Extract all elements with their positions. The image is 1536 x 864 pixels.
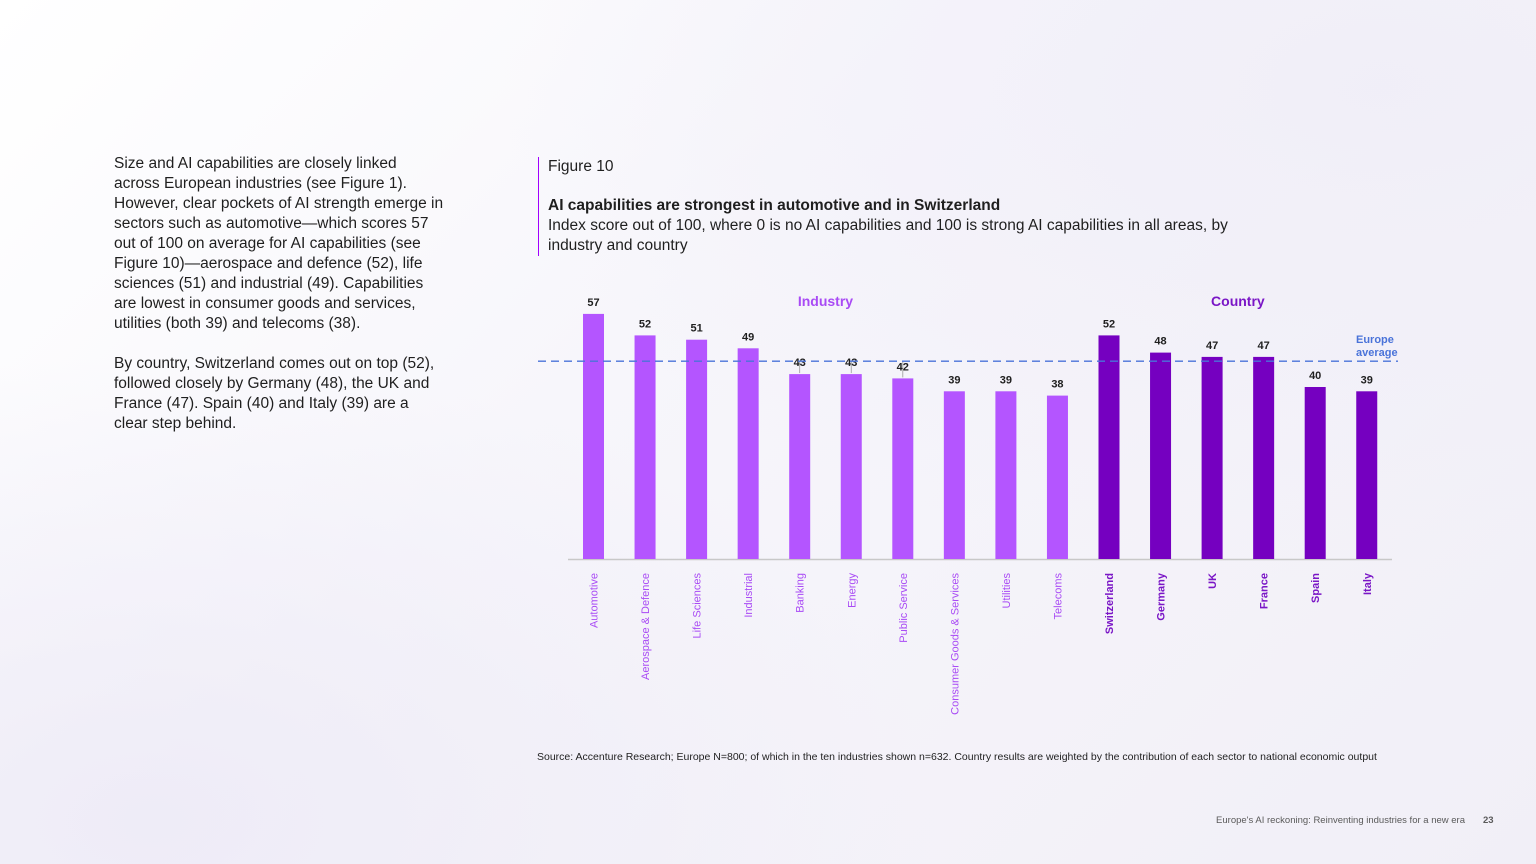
category-label: Energy bbox=[846, 573, 858, 608]
footer-page-number: 23 bbox=[1483, 815, 1494, 826]
category-label: UK bbox=[1207, 573, 1219, 589]
figure-title: AI capabilities are strongest in automot… bbox=[548, 197, 1001, 214]
bar bbox=[1150, 352, 1172, 559]
bar bbox=[686, 339, 708, 559]
category-label: Spain bbox=[1310, 573, 1322, 603]
bar bbox=[1356, 391, 1378, 559]
value-label: 47 bbox=[1206, 340, 1218, 352]
body-paragraph-1: Size and AI capabilities are closely lin… bbox=[114, 155, 444, 332]
figure-label: Figure 10 bbox=[548, 158, 614, 175]
bar bbox=[1046, 395, 1068, 559]
bar bbox=[583, 313, 604, 559]
value-label: 40 bbox=[1309, 370, 1321, 382]
europe-average-label: Europe average bbox=[1356, 334, 1398, 359]
bar bbox=[995, 391, 1017, 559]
bar bbox=[840, 374, 862, 559]
category-label: Germany bbox=[1156, 572, 1168, 621]
group-label-country: Country bbox=[1211, 293, 1265, 309]
category-label: Italy bbox=[1362, 572, 1374, 595]
category-label: France bbox=[1259, 573, 1271, 609]
category-label: Industrial bbox=[743, 573, 755, 618]
category-label: Telecoms bbox=[1052, 573, 1064, 620]
bar bbox=[892, 378, 914, 559]
value-label: 52 bbox=[639, 318, 651, 330]
bar bbox=[1098, 335, 1120, 559]
value-label: 47 bbox=[1258, 340, 1270, 352]
category-label: Utilities bbox=[1001, 573, 1013, 609]
bar bbox=[943, 391, 965, 559]
value-label: 38 bbox=[1051, 379, 1063, 391]
source-note: Source: Accenture Research; Europe N=800… bbox=[537, 751, 1377, 763]
value-label: 52 bbox=[1103, 318, 1115, 330]
category-label: Banking bbox=[795, 573, 807, 613]
value-label: 39 bbox=[1000, 374, 1012, 386]
figure-subtitle: Index score out of 100, where 0 is no AI… bbox=[548, 217, 1228, 254]
bar bbox=[1201, 356, 1223, 559]
category-label: Aerospace & Defence bbox=[640, 573, 652, 680]
value-label: 39 bbox=[948, 374, 960, 386]
value-label: 51 bbox=[690, 323, 702, 335]
body-paragraph-2: By country, Switzerland comes out on top… bbox=[114, 355, 435, 432]
bar bbox=[789, 374, 811, 559]
category-label: Consumer Goods & Services bbox=[949, 573, 961, 715]
value-label: 57 bbox=[587, 297, 599, 309]
footer-publication-title: Europe's AI reckoning: Reinventing indus… bbox=[1216, 815, 1465, 826]
value-label: 48 bbox=[1154, 336, 1166, 348]
category-label: Automotive bbox=[589, 573, 601, 628]
bar bbox=[634, 335, 656, 559]
category-label: Switzerland bbox=[1104, 573, 1116, 634]
body-text: Size and AI capabilities are closely lin… bbox=[114, 154, 444, 454]
figure-header: Figure 10 AI capabilities are strongest … bbox=[538, 157, 1248, 256]
category-label: Life Sciences bbox=[692, 573, 704, 639]
category-label: Public Service bbox=[898, 573, 910, 643]
group-label-industry: Industry bbox=[798, 293, 853, 309]
bar bbox=[1253, 356, 1275, 559]
bar bbox=[737, 348, 759, 559]
value-label: 49 bbox=[742, 331, 754, 343]
bar bbox=[1304, 387, 1326, 559]
value-label: 39 bbox=[1361, 374, 1373, 386]
